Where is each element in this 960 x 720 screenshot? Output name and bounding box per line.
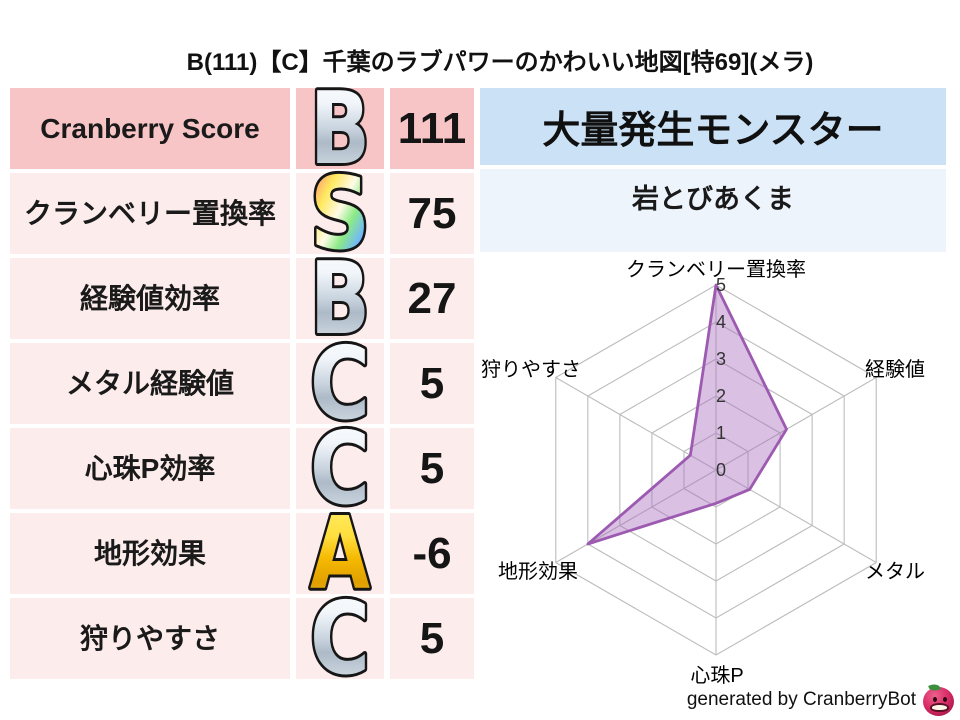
radar-spoke [555,469,717,563]
grade-letter-icon: B [307,237,373,360]
stat-value: 111 [390,88,474,169]
stat-value: 27 [390,258,474,339]
radar-axis-label: メタル [865,560,925,583]
radar-tick-label: 5 [716,275,726,295]
radar-data-polygon [586,283,788,546]
grade-letter-icon: C [307,322,373,445]
radar-spoke [715,377,877,471]
grade-badge: C [296,577,384,700]
svg-text:S: S [310,155,370,272]
radar-tick-label: 2 [716,386,726,406]
berry-eye [933,697,937,702]
svg-text:C: C [310,580,370,697]
radar-axis-label: 経験値 [865,358,925,381]
grade-badge: B [296,237,384,360]
radar-axis-label: 狩りやすさ [481,358,581,381]
stat-value: -6 [390,513,474,594]
radar-tick-label: 4 [716,312,726,332]
berry-eye [943,697,947,702]
svg-text:A: A [310,495,370,612]
credit-text: generated by CranberryBot [686,689,916,710]
radar-tick-label: 1 [716,423,726,443]
stat-value: 5 [390,428,474,509]
svg-text:C: C [310,325,370,442]
stats-table: Cranberry Score B 111 クランベリー置換率 S 75 [10,67,474,700]
stat-label: 狩りやすさ [10,598,290,679]
stat-value: 75 [390,173,474,254]
monster-panel-header: 大量発生モンスター [480,88,946,165]
stat-value: 5 [390,598,474,679]
radar-spoke [715,469,877,563]
grade-letter-icon: A [307,492,373,615]
stat-label: 経験値効率 [10,258,290,339]
svg-text:B: B [310,70,370,187]
radar-tick-label: 0 [716,460,726,480]
stat-label: クランベリー置換率 [10,173,290,254]
monster-name: 岩とびあくま [480,169,946,252]
grade-badge: B [296,67,384,190]
radar-tick-label: 3 [716,349,726,369]
grade-letter-icon: B [307,67,373,190]
grade-badge: A [296,492,384,615]
stat-label: 心珠P効率 [10,428,290,509]
stat-label: メタル経験値 [10,343,290,424]
berry-mouth [930,703,949,712]
page-title: B(111)【C】千葉のラブパワーのかわいい地図[特69](メラ) [186,49,814,76]
grade-badge: S [296,152,384,275]
grade-badge: C [296,322,384,445]
grade-letter-icon: C [307,577,373,700]
cranberry-icon [922,682,956,716]
radar-axis-label: 地形効果 [498,560,578,583]
grade-badge: C [296,407,384,530]
credit: generated by CranberryBot [686,682,956,716]
radar-axis-label: クランベリー置換率 [626,258,806,281]
stat-label: Cranberry Score [10,88,290,169]
stat-value: 5 [390,343,474,424]
grade-letter-icon: C [307,407,373,530]
svg-text:C: C [310,410,370,527]
radar-axis-label: 心珠P [690,664,743,687]
grade-letter-icon: S [307,152,373,275]
svg-text:B: B [310,240,370,357]
stat-label: 地形効果 [10,513,290,594]
